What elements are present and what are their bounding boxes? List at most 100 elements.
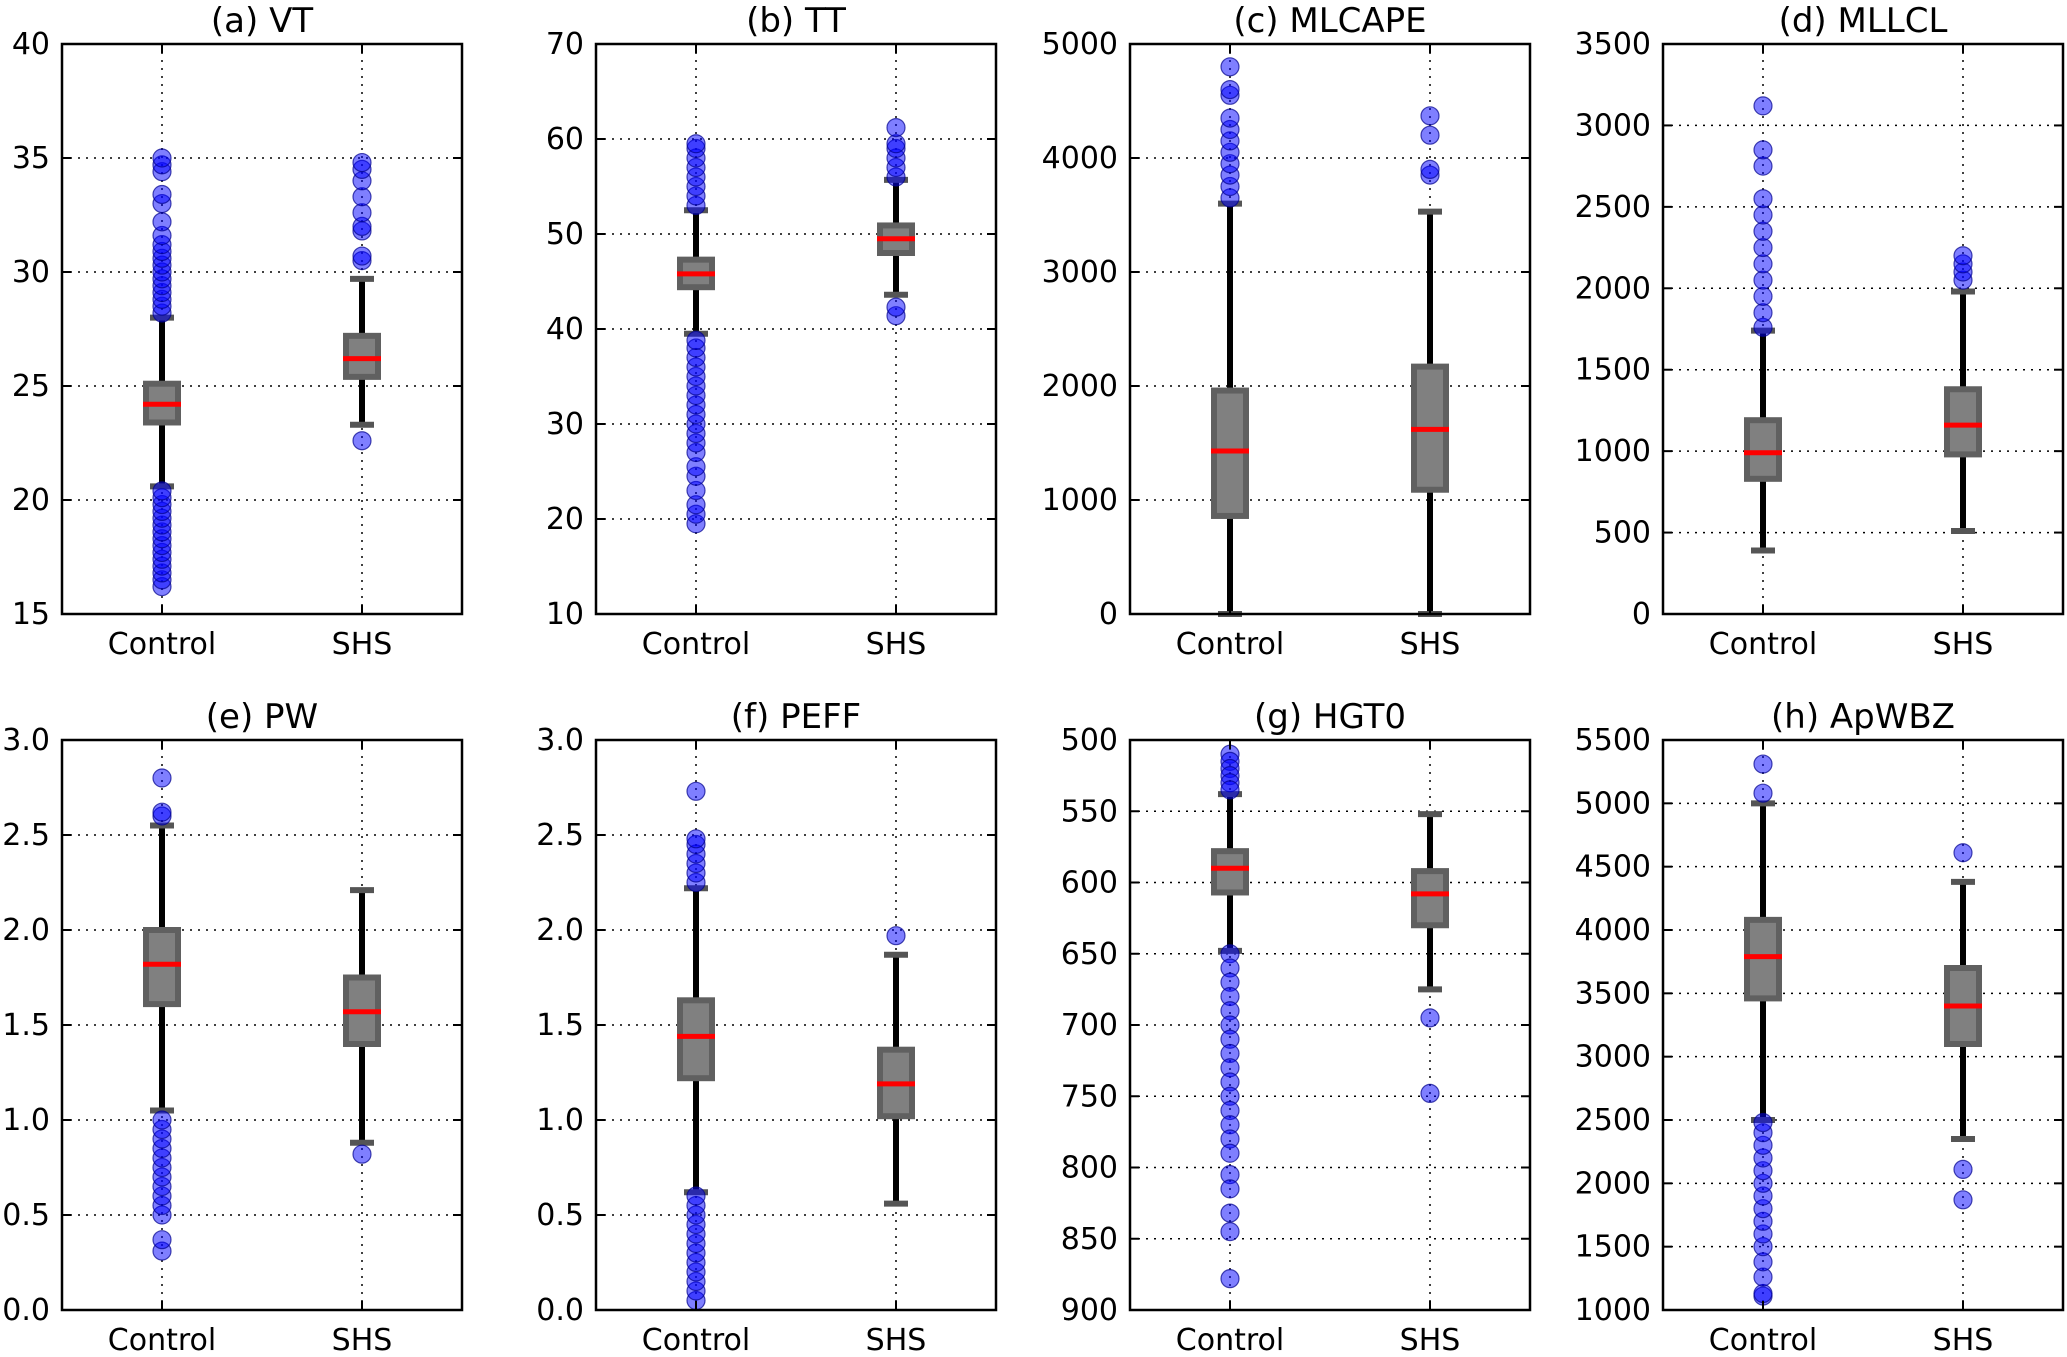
y-tick-label: 2000 [1042,369,1118,404]
outlier-point [352,187,372,207]
outlier-point [352,203,372,223]
outlier-point [1753,140,1773,160]
outlier-point [152,1230,172,1250]
y-tick-label: 3000 [1575,1040,1651,1075]
box-control [677,781,715,1311]
box-iqr [1944,386,1982,458]
axes-frame [60,42,464,616]
box-iqr [143,927,181,1008]
outlier-point [152,802,172,822]
outlier-point [152,768,172,788]
y-tick-label: 2500 [1575,190,1651,225]
box-control [1744,96,1782,554]
subplot-title: (e) PW [206,697,318,737]
box-control [143,768,181,1261]
y-tick-label: 4500 [1575,850,1651,885]
box-shs [1411,811,1449,1104]
outlier-point [352,246,372,266]
y-tick-label: 800 [1061,1151,1118,1186]
y-tick-label: 30 [12,255,50,290]
outlier-point [886,134,906,154]
box-iqr [1744,417,1782,482]
subplot-2: (b) TT 10 20 30 40 50 60 70 Control SHS [546,1,998,662]
axes-frame [1661,738,2065,1312]
y-tick-label: 2.0 [2,913,50,948]
y-tick-label: 700 [1061,1008,1118,1043]
x-category-label: Control [1709,1323,1817,1352]
y-tick-label: 650 [1061,937,1118,972]
y-tick-label: 3.0 [536,723,584,758]
box-shs [877,926,915,1207]
y-tick-label: 1.0 [2,1103,50,1138]
outlier-point [152,212,172,232]
y-tick-label: 2500 [1575,1103,1651,1138]
box-shs [1944,843,1982,1210]
y-tick-label: 5000 [1042,27,1118,62]
y-tick-label: 10 [546,597,584,632]
y-tick-label: 500 [1594,516,1651,551]
box-iqr [1211,848,1249,896]
box-shs [877,117,915,326]
y-tick-label: 1.5 [536,1008,584,1043]
y-tick-label: 3500 [1575,976,1651,1011]
outlier-point [1953,843,1973,863]
outlier-point [1953,1159,1973,1180]
outlier-point [686,781,706,801]
outlier-point [886,297,906,317]
y-tick-label: 1500 [1575,1230,1651,1265]
y-tick-label: 3500 [1575,27,1651,62]
x-category-label: SHS [1400,627,1461,662]
outlier-point [352,1144,372,1164]
subplot-3: (c) MLCAPE 0 1000 2000 3000 4000 5000 Control SH… [1042,1,1532,662]
y-tick-label: 3000 [1042,255,1118,290]
y-tick-label: 4000 [1042,141,1118,176]
outlier-point [1753,156,1773,176]
y-tick-label: 2.5 [2,818,50,853]
y-tick-label: 5500 [1575,723,1651,758]
subplot-5: (e) PW 0.0 0.5 1.0 1.5 2.0 2.5 3.0 Control SHS [2,697,464,1357]
outlier-point [1220,1179,1240,1199]
outlier-point [152,1110,172,1130]
subplot-title: (c) MLCAPE [1233,1,1426,41]
box-control [1211,57,1249,617]
y-tick-label: 1000 [1575,434,1651,469]
outlier-point [1753,1283,1773,1304]
y-tick-label: 600 [1061,866,1118,901]
y-tick-label: 40 [546,312,584,347]
outlier-point [1753,221,1773,241]
y-tick-label: 2.0 [536,913,584,948]
y-tick-label: 1000 [1575,1293,1651,1328]
y-tick-label: 15 [12,597,50,632]
y-tick-label: 2000 [1575,271,1651,306]
outlier-point [352,431,372,451]
x-category-label: SHS [332,627,393,662]
outlier-point [686,1186,706,1206]
y-tick-label: 5000 [1575,786,1651,821]
y-tick-label: 3000 [1575,108,1651,143]
y-tick-label: 30 [546,407,584,442]
subplot-7: (g) HGT0 500 550 600 650 700 750 800 850 900 Contr… [1061,697,1532,1357]
outlier-point [1420,159,1440,179]
outlier-point [152,481,172,501]
y-tick-label: 1.5 [2,1008,50,1043]
y-tick-label: 900 [1061,1293,1118,1328]
y-tick-label: 0 [1099,597,1118,632]
subplot-6: (f) PEFF 0.0 0.5 1.0 1.5 2.0 2.5 3.0 Control SHS [536,697,998,1357]
outlier-point [1220,108,1240,128]
outlier-point [1220,79,1240,100]
y-tick-label: 1000 [1042,483,1118,518]
y-tick-label: 20 [12,483,50,518]
y-tick-label: 550 [1061,794,1118,829]
axes-frame [1661,42,2065,616]
outlier-point [686,330,706,350]
y-tick-label: 4000 [1575,913,1651,948]
y-tick-label: 20 [546,502,584,537]
y-tick-label: 0.0 [536,1293,584,1328]
subplot-title: (a) VT [211,1,313,41]
x-category-label: Control [108,1323,216,1352]
y-tick-label: 60 [546,122,584,157]
y-tick-label: 0.5 [536,1198,584,1233]
outlier-point [1220,57,1240,77]
box-iqr [1411,868,1449,929]
subplot-1: (a) VT 15 20 25 30 35 40 Control SHS [12,1,464,662]
